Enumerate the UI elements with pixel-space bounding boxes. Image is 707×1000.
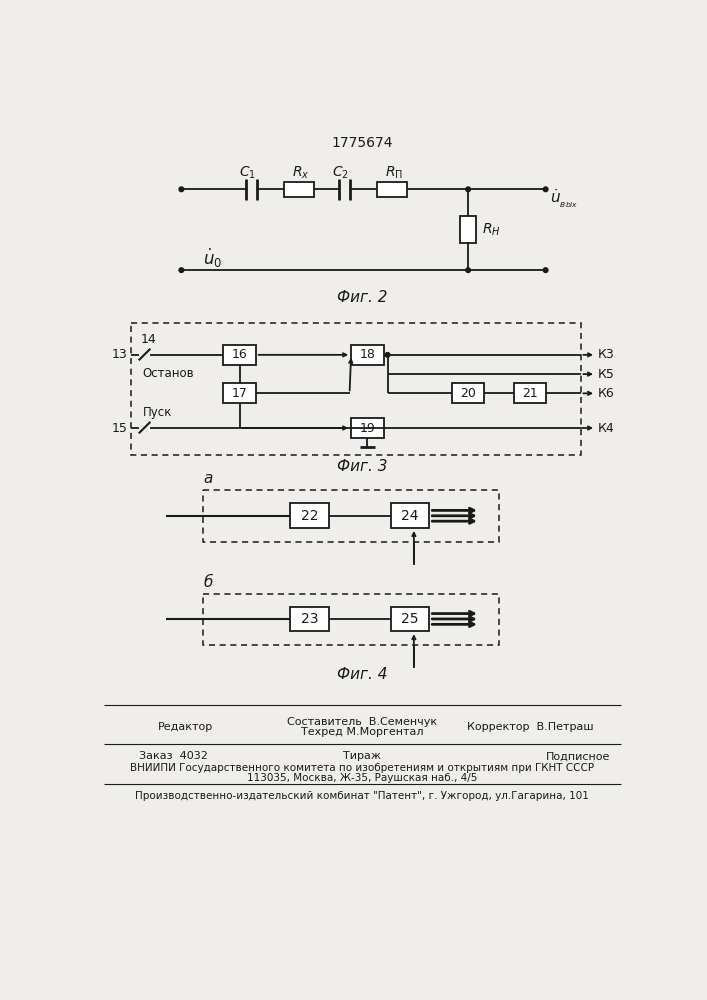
Text: Составитель  В.Семенчук: Составитель В.Семенчук xyxy=(287,717,437,727)
Text: 19: 19 xyxy=(359,422,375,434)
Text: К5: К5 xyxy=(597,368,614,381)
Bar xyxy=(460,216,476,243)
Text: Заказ  4032: Заказ 4032 xyxy=(139,751,208,761)
Bar xyxy=(223,383,256,403)
Bar xyxy=(290,607,329,631)
Text: Техред М.Моргентал: Техред М.Моргентал xyxy=(300,727,423,737)
Bar xyxy=(378,182,407,197)
Text: 14: 14 xyxy=(140,333,156,346)
Text: 18: 18 xyxy=(359,348,375,361)
Text: $C_2$: $C_2$ xyxy=(332,164,349,181)
Bar xyxy=(391,503,429,528)
Text: Фиг. 3: Фиг. 3 xyxy=(337,459,387,474)
Circle shape xyxy=(466,268,470,272)
Text: 21: 21 xyxy=(522,387,538,400)
Bar xyxy=(131,323,580,455)
Text: 24: 24 xyxy=(402,509,419,523)
Bar xyxy=(514,383,547,403)
Text: $R_\Pi$: $R_\Pi$ xyxy=(385,164,403,181)
Text: Фиг. 4: Фиг. 4 xyxy=(337,667,387,682)
Text: $C_1$: $C_1$ xyxy=(239,164,256,181)
Circle shape xyxy=(385,353,390,357)
Bar xyxy=(284,182,314,197)
Bar xyxy=(203,594,499,645)
Bar xyxy=(351,345,384,365)
Text: Корректор  В.Петраш: Корректор В.Петраш xyxy=(467,722,593,732)
Text: 113035, Москва, Ж-35, Раушская наб., 4/5: 113035, Москва, Ж-35, Раушская наб., 4/5 xyxy=(247,773,477,783)
Text: а: а xyxy=(203,471,212,486)
Circle shape xyxy=(543,187,548,192)
Text: 22: 22 xyxy=(300,509,318,523)
Text: К3: К3 xyxy=(597,348,614,361)
Text: Производственно-издательский комбинат "Патент", г. Ужгород, ул.Гагарина, 101: Производственно-издательский комбинат "П… xyxy=(135,791,589,801)
Bar xyxy=(290,503,329,528)
Text: $R_x$: $R_x$ xyxy=(292,164,310,181)
Bar xyxy=(223,345,256,365)
Text: 23: 23 xyxy=(300,612,318,626)
Text: 17: 17 xyxy=(232,387,247,400)
Text: Тираж: Тираж xyxy=(343,751,381,761)
Circle shape xyxy=(179,187,184,192)
Text: Фиг. 2: Фиг. 2 xyxy=(337,290,387,305)
Text: Подписное: Подписное xyxy=(546,751,610,761)
Bar xyxy=(391,607,429,631)
Text: 25: 25 xyxy=(402,612,419,626)
Bar xyxy=(351,418,384,438)
Text: К6: К6 xyxy=(597,387,614,400)
Circle shape xyxy=(466,187,470,192)
Text: К4: К4 xyxy=(597,422,614,434)
Text: 13: 13 xyxy=(112,348,127,361)
Bar xyxy=(203,490,499,542)
Text: 15: 15 xyxy=(111,422,127,434)
Text: ВНИИПИ Государственного комитета по изобретениям и открытиям при ГКНТ СССР: ВНИИПИ Государственного комитета по изоб… xyxy=(130,763,594,773)
Text: 16: 16 xyxy=(232,348,247,361)
Circle shape xyxy=(179,268,184,272)
Text: б: б xyxy=(203,575,212,590)
Text: 1775674: 1775674 xyxy=(331,136,392,150)
Text: Останов: Останов xyxy=(143,367,194,380)
Bar xyxy=(452,383,484,403)
Text: Редактор: Редактор xyxy=(158,722,214,732)
Text: $R_H$: $R_H$ xyxy=(482,221,501,238)
Circle shape xyxy=(543,268,548,272)
Text: $\dot{u}_{_{\mathit{Bbix}}}$: $\dot{u}_{_{\mathit{Bbix}}}$ xyxy=(549,187,578,210)
Text: 20: 20 xyxy=(460,387,476,400)
Text: $\dot{u}_0$: $\dot{u}_0$ xyxy=(203,247,223,270)
Text: Пуск: Пуск xyxy=(143,406,172,419)
